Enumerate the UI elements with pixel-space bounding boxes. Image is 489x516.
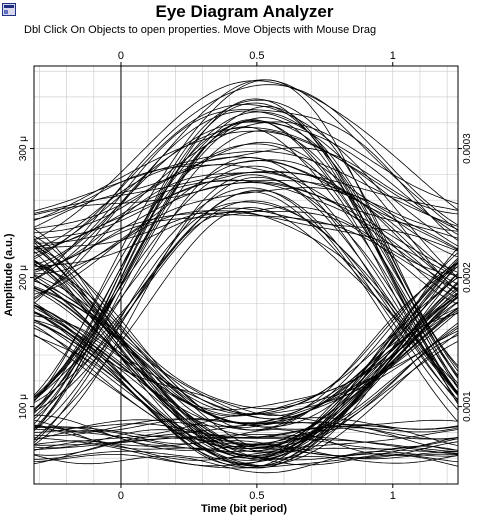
eye-trace [34, 189, 458, 420]
app-icon[interactable] [2, 3, 16, 16]
eye-trace [34, 200, 458, 404]
eye-trace [34, 157, 458, 410]
x-tick-label-bottom: 1 [390, 490, 396, 502]
eye-trace [34, 187, 458, 422]
y-axis-label: Amplitude (a.u.) [3, 233, 15, 316]
x-axis-label: Time (bit period) [201, 503, 287, 515]
x-tick-label-bottom: 0 [118, 490, 124, 502]
eye-trace [34, 191, 458, 401]
eye-trace [34, 127, 458, 258]
eye-trace [34, 159, 458, 299]
y-tick-label-right: 0.0002 [462, 262, 473, 293]
eye-trace [34, 260, 458, 459]
eye-traces [34, 79, 458, 474]
y-tick-label-left: 300 μ [18, 136, 29, 161]
eye-trace [34, 98, 458, 425]
eye-trace [34, 429, 458, 456]
x-tick-label-top: 1 [390, 50, 396, 62]
x-tick-label-bottom: 0.5 [249, 490, 264, 502]
eye-trace [34, 160, 458, 299]
eye-trace [34, 120, 458, 411]
y-tick-label-right: 0.0001 [462, 391, 473, 422]
eye-trace [34, 414, 458, 456]
eye-trace [34, 426, 458, 460]
eye-trace [34, 451, 458, 474]
eye-trace [34, 179, 458, 296]
eye-trace [34, 437, 458, 453]
eye-trace [34, 80, 458, 241]
instruction-text: Dbl Click On Objects to open properties.… [24, 24, 377, 36]
eye-trace [34, 210, 458, 305]
eye-trace [34, 171, 458, 285]
eye-trace [34, 104, 458, 278]
eye-trace [34, 79, 458, 304]
eye-trace [34, 295, 458, 457]
eye-trace [34, 130, 458, 431]
eye-trace [34, 117, 458, 432]
tick-labels: 0 0.5 1 0 0.5 1 100 μ 200 μ 300 μ 0.0001 0.0002 0.0… [18, 50, 473, 502]
eye-trace [34, 99, 458, 418]
y-tick-label-left: 100 μ [18, 394, 29, 419]
plot-area-frame [33, 65, 459, 485]
grid-lines [34, 66, 458, 484]
eye-trace [34, 207, 458, 252]
eye-trace [34, 261, 458, 450]
eye-trace [34, 84, 458, 280]
eye-trace [34, 79, 458, 402]
eye-trace [34, 126, 458, 401]
eye-trace [34, 130, 458, 230]
eye-trace [34, 174, 458, 446]
x-tick-label-top: 0 [118, 50, 124, 62]
eye-trace [34, 201, 458, 431]
eye-trace [34, 110, 458, 293]
eye-trace [34, 275, 458, 431]
eye-trace [34, 434, 458, 455]
y-tick-label-left: 200 μ [18, 265, 29, 290]
eye-trace [34, 279, 458, 438]
chart-title: Eye Diagram Analyzer [155, 2, 334, 21]
eye-trace [34, 102, 458, 412]
eye-trace [34, 421, 458, 465]
eye-trace [34, 182, 458, 273]
eye-trace [34, 181, 458, 239]
eye-trace [34, 259, 458, 468]
x-tick-label-top: 0.5 [249, 50, 264, 62]
eye-trace [34, 438, 458, 460]
eye-trace [34, 211, 458, 412]
eye-trace [34, 213, 458, 289]
y-tick-label-right: 0.0003 [462, 133, 473, 164]
eye-trace [34, 264, 458, 416]
eye-trace [34, 119, 458, 402]
eye-trace [34, 121, 458, 300]
eye-trace [34, 141, 458, 250]
eye-trace [34, 259, 458, 415]
eye-trace [34, 109, 458, 265]
eye-trace [34, 436, 458, 469]
